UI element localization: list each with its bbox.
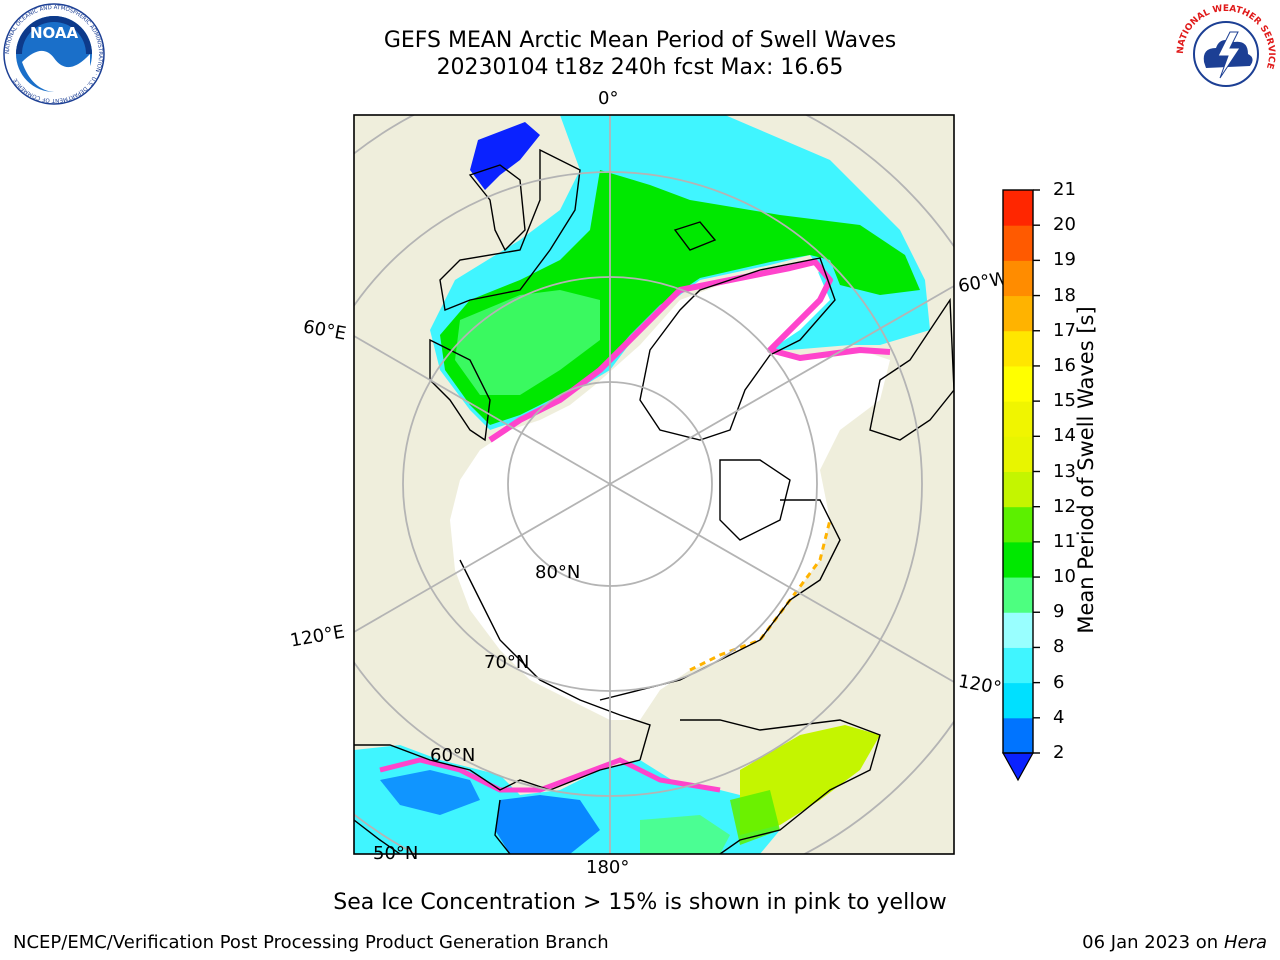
map-frame [353, 114, 955, 855]
footer-date: 06 Jan 2023 on Hera [1082, 932, 1267, 953]
colorbar-tick-label: 21 [1053, 179, 1076, 200]
ice-edge-pink [488, 259, 891, 443]
footer-branch: NCEP/EMC/Verification Post Processing Pr… [13, 932, 609, 953]
colorbar-segment [1003, 471, 1033, 508]
lat-label-50n: 50°N [373, 843, 419, 864]
colorbar [1001, 189, 1040, 782]
colorbar-segment [1003, 506, 1033, 543]
colorbar-tick-label: 11 [1053, 530, 1076, 552]
graticule [354, 115, 954, 854]
colorbar-tick-label: 20 [1053, 214, 1076, 236]
lon-label-0: 0° [598, 88, 619, 109]
colorbar-segment [1003, 401, 1033, 437]
colorbar-segment [1003, 436, 1033, 472]
colorbar-segment [1003, 260, 1033, 297]
colorbar-tick-label: 6 [1053, 671, 1065, 693]
norwegian-sea-blue [470, 122, 540, 190]
colorbar-segments [1003, 190, 1033, 754]
colorbar-tick-label: 10 [1053, 566, 1076, 588]
colorbar-tick-label: 12 [1053, 495, 1076, 517]
sea-ice-note: Sea Ice Concentration > 15% is shown in … [333, 890, 947, 915]
lat-label-80n: 80°N [535, 562, 581, 583]
colorbar-tick-label: 19 [1053, 249, 1076, 271]
colorbar-segment [1003, 647, 1033, 684]
colorbar-tick-label: 2 [1053, 742, 1065, 763]
lat-label-70n: 70°N [484, 652, 530, 673]
gulf-swell-green [730, 790, 780, 845]
chart-subtitle: 20230104 t18z 240h fcst Max: 16.65 [436, 55, 844, 80]
noaa-logo: NATIONAL OCEANIC AND ATMOSPHERIC ADMINIS… [3, 3, 105, 105]
colorbar-tick-label: 18 [1053, 284, 1076, 306]
svg-text:NOAA: NOAA [30, 24, 79, 42]
lat-label-60n: 60°N [430, 745, 476, 766]
chart-title: GEFS MEAN Arctic Mean Period of Swell Wa… [383, 28, 897, 53]
footer-host: Hera [1223, 932, 1267, 953]
sea-ice [450, 265, 890, 720]
colorbar-tick-label: 8 [1053, 636, 1065, 658]
ice-edge-pacific-pink [379, 757, 721, 793]
atlantic-swell-lightgreen [455, 290, 600, 395]
colorbar-tick-label: 16 [1053, 354, 1076, 376]
colorbar-segment [1003, 190, 1033, 226]
footer-date-text: 06 Jan 2023 on [1082, 932, 1224, 953]
colorbar-segment [1003, 365, 1033, 402]
colorbar-tick-label: 15 [1053, 390, 1076, 412]
nws-logo: NATIONAL WEATHER SERVICE [1176, 4, 1276, 104]
colorbar-segment [1003, 225, 1033, 261]
gulf-swell-yellowgreen [740, 725, 880, 835]
pacific-swell-blue [495, 795, 600, 854]
colorbar-segment [1003, 717, 1033, 754]
colorbar-segment [1003, 577, 1033, 613]
colorbar-segment [1003, 330, 1033, 367]
colorbar-segment [1003, 541, 1033, 578]
colorbar-tick-label: 17 [1053, 319, 1076, 341]
colorbar-tick-label: 4 [1053, 706, 1065, 728]
colorbar-tick-label: 13 [1053, 460, 1076, 482]
colorbar-segment [1003, 295, 1033, 332]
colorbar-label: Mean Period of Swell Waves [s] [1074, 306, 1098, 634]
lon-label-180: 180° [586, 857, 630, 878]
colorbar-extend-arrow [1001, 752, 1035, 782]
colorbar-tick-label: 9 [1053, 601, 1065, 623]
colorbar-segment [1003, 612, 1033, 648]
colorbar-tick-label: 14 [1053, 425, 1076, 447]
bering-swell-green [640, 815, 730, 854]
colorbar-segment [1003, 682, 1033, 719]
pacific-swell-blue-west [380, 770, 480, 815]
